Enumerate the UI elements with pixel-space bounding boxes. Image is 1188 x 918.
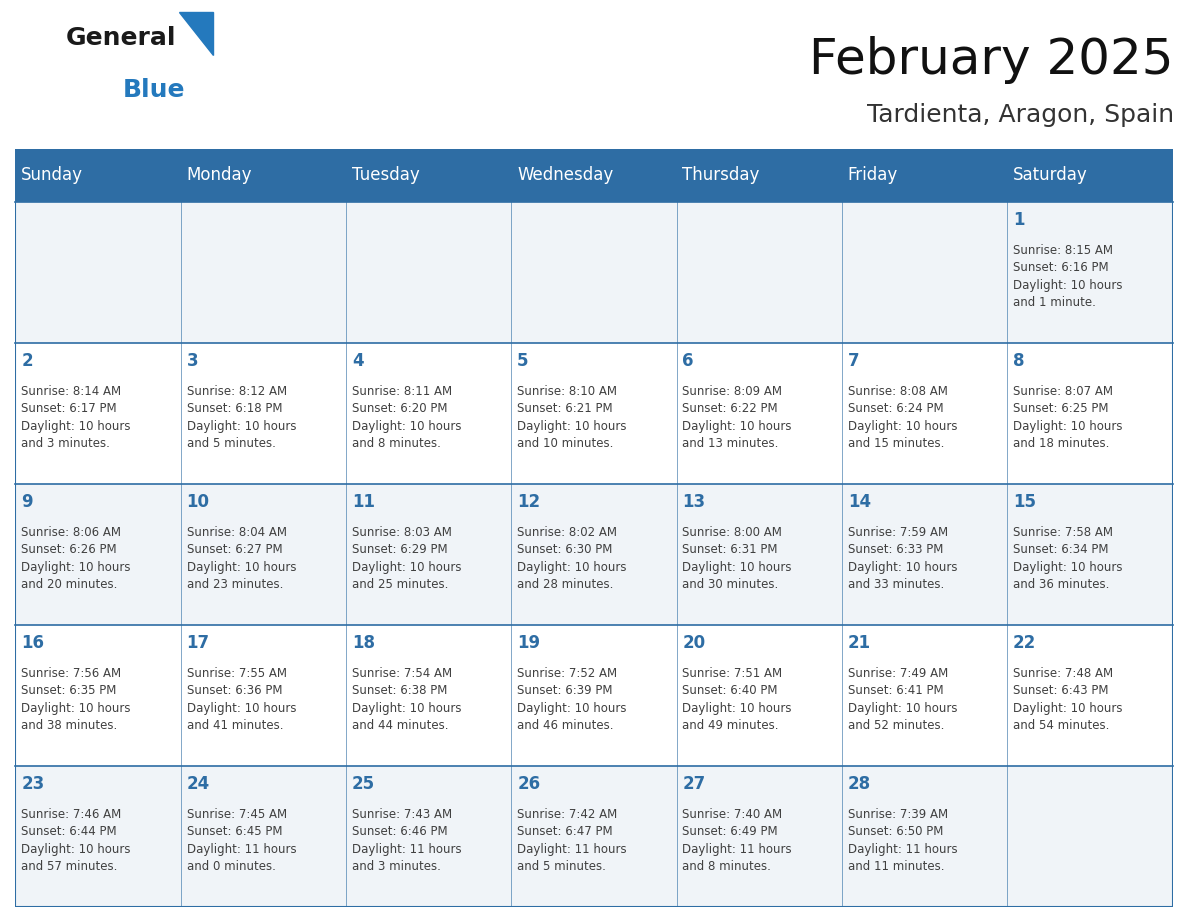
Text: 16: 16 bbox=[21, 634, 44, 652]
Text: 24: 24 bbox=[187, 775, 210, 793]
Text: 6: 6 bbox=[682, 353, 694, 370]
Text: 22: 22 bbox=[1013, 634, 1036, 652]
Text: Sunrise: 7:40 AM
Sunset: 6:49 PM
Daylight: 11 hours
and 8 minutes.: Sunrise: 7:40 AM Sunset: 6:49 PM Dayligh… bbox=[682, 808, 792, 873]
Text: 26: 26 bbox=[517, 775, 541, 793]
Bar bbox=[15, 343, 1173, 484]
Text: Sunrise: 7:51 AM
Sunset: 6:40 PM
Daylight: 10 hours
and 49 minutes.: Sunrise: 7:51 AM Sunset: 6:40 PM Dayligh… bbox=[682, 666, 792, 733]
Bar bbox=[15, 625, 1173, 766]
Text: Sunrise: 8:02 AM
Sunset: 6:30 PM
Daylight: 10 hours
and 28 minutes.: Sunrise: 8:02 AM Sunset: 6:30 PM Dayligh… bbox=[517, 526, 626, 591]
Text: 5: 5 bbox=[517, 353, 529, 370]
Text: Sunrise: 8:14 AM
Sunset: 6:17 PM
Daylight: 10 hours
and 3 minutes.: Sunrise: 8:14 AM Sunset: 6:17 PM Dayligh… bbox=[21, 385, 131, 450]
Polygon shape bbox=[179, 12, 213, 55]
Text: 28: 28 bbox=[848, 775, 871, 793]
Text: 27: 27 bbox=[682, 775, 706, 793]
Text: Sunrise: 8:00 AM
Sunset: 6:31 PM
Daylight: 10 hours
and 30 minutes.: Sunrise: 8:00 AM Sunset: 6:31 PM Dayligh… bbox=[682, 526, 792, 591]
Text: 8: 8 bbox=[1013, 353, 1024, 370]
Text: 1: 1 bbox=[1013, 211, 1024, 230]
Text: Sunrise: 7:54 AM
Sunset: 6:38 PM
Daylight: 10 hours
and 44 minutes.: Sunrise: 7:54 AM Sunset: 6:38 PM Dayligh… bbox=[352, 666, 461, 733]
Text: Tardienta, Aragon, Spain: Tardienta, Aragon, Spain bbox=[866, 103, 1174, 127]
Text: Sunrise: 7:42 AM
Sunset: 6:47 PM
Daylight: 11 hours
and 5 minutes.: Sunrise: 7:42 AM Sunset: 6:47 PM Dayligh… bbox=[517, 808, 627, 873]
Text: Sunrise: 7:56 AM
Sunset: 6:35 PM
Daylight: 10 hours
and 38 minutes.: Sunrise: 7:56 AM Sunset: 6:35 PM Dayligh… bbox=[21, 666, 131, 733]
Text: 13: 13 bbox=[682, 493, 706, 511]
Bar bbox=[15, 484, 1173, 625]
Text: Sunrise: 8:06 AM
Sunset: 6:26 PM
Daylight: 10 hours
and 20 minutes.: Sunrise: 8:06 AM Sunset: 6:26 PM Dayligh… bbox=[21, 526, 131, 591]
Text: February 2025: February 2025 bbox=[809, 36, 1174, 84]
Text: 25: 25 bbox=[352, 775, 375, 793]
Text: Sunrise: 7:59 AM
Sunset: 6:33 PM
Daylight: 10 hours
and 33 minutes.: Sunrise: 7:59 AM Sunset: 6:33 PM Dayligh… bbox=[848, 526, 958, 591]
Bar bbox=[15, 149, 1173, 202]
Text: 14: 14 bbox=[848, 493, 871, 511]
Text: Sunrise: 8:08 AM
Sunset: 6:24 PM
Daylight: 10 hours
and 15 minutes.: Sunrise: 8:08 AM Sunset: 6:24 PM Dayligh… bbox=[848, 385, 958, 450]
Text: Sunrise: 7:45 AM
Sunset: 6:45 PM
Daylight: 11 hours
and 0 minutes.: Sunrise: 7:45 AM Sunset: 6:45 PM Dayligh… bbox=[187, 808, 296, 873]
Text: Sunrise: 8:03 AM
Sunset: 6:29 PM
Daylight: 10 hours
and 25 minutes.: Sunrise: 8:03 AM Sunset: 6:29 PM Dayligh… bbox=[352, 526, 461, 591]
Text: Sunrise: 8:07 AM
Sunset: 6:25 PM
Daylight: 10 hours
and 18 minutes.: Sunrise: 8:07 AM Sunset: 6:25 PM Dayligh… bbox=[1013, 385, 1123, 450]
Text: Thursday: Thursday bbox=[682, 166, 760, 185]
Text: 15: 15 bbox=[1013, 493, 1036, 511]
Text: Blue: Blue bbox=[122, 78, 185, 102]
Text: 17: 17 bbox=[187, 634, 209, 652]
Text: 21: 21 bbox=[848, 634, 871, 652]
Text: Sunrise: 7:52 AM
Sunset: 6:39 PM
Daylight: 10 hours
and 46 minutes.: Sunrise: 7:52 AM Sunset: 6:39 PM Dayligh… bbox=[517, 666, 626, 733]
Text: 20: 20 bbox=[682, 634, 706, 652]
Text: Sunrise: 7:55 AM
Sunset: 6:36 PM
Daylight: 10 hours
and 41 minutes.: Sunrise: 7:55 AM Sunset: 6:36 PM Dayligh… bbox=[187, 666, 296, 733]
Text: Tuesday: Tuesday bbox=[352, 166, 419, 185]
Text: Sunrise: 7:39 AM
Sunset: 6:50 PM
Daylight: 11 hours
and 11 minutes.: Sunrise: 7:39 AM Sunset: 6:50 PM Dayligh… bbox=[848, 808, 958, 873]
Text: 12: 12 bbox=[517, 493, 541, 511]
Bar bbox=[15, 202, 1173, 343]
Text: 18: 18 bbox=[352, 634, 375, 652]
Text: Sunday: Sunday bbox=[21, 166, 83, 185]
Text: Sunrise: 7:49 AM
Sunset: 6:41 PM
Daylight: 10 hours
and 52 minutes.: Sunrise: 7:49 AM Sunset: 6:41 PM Dayligh… bbox=[848, 666, 958, 733]
Text: Wednesday: Wednesday bbox=[517, 166, 613, 185]
Text: Sunrise: 8:11 AM
Sunset: 6:20 PM
Daylight: 10 hours
and 8 minutes.: Sunrise: 8:11 AM Sunset: 6:20 PM Dayligh… bbox=[352, 385, 461, 450]
Text: Friday: Friday bbox=[848, 166, 898, 185]
Text: Sunrise: 8:12 AM
Sunset: 6:18 PM
Daylight: 10 hours
and 5 minutes.: Sunrise: 8:12 AM Sunset: 6:18 PM Dayligh… bbox=[187, 385, 296, 450]
Text: 4: 4 bbox=[352, 353, 364, 370]
Text: 10: 10 bbox=[187, 493, 209, 511]
Text: Sunrise: 8:09 AM
Sunset: 6:22 PM
Daylight: 10 hours
and 13 minutes.: Sunrise: 8:09 AM Sunset: 6:22 PM Dayligh… bbox=[682, 385, 792, 450]
Text: 9: 9 bbox=[21, 493, 33, 511]
Text: Sunrise: 7:43 AM
Sunset: 6:46 PM
Daylight: 11 hours
and 3 minutes.: Sunrise: 7:43 AM Sunset: 6:46 PM Dayligh… bbox=[352, 808, 461, 873]
Text: 11: 11 bbox=[352, 493, 375, 511]
Text: Sunrise: 7:48 AM
Sunset: 6:43 PM
Daylight: 10 hours
and 54 minutes.: Sunrise: 7:48 AM Sunset: 6:43 PM Dayligh… bbox=[1013, 666, 1123, 733]
Text: 3: 3 bbox=[187, 353, 198, 370]
Text: 2: 2 bbox=[21, 353, 33, 370]
Text: Sunrise: 8:04 AM
Sunset: 6:27 PM
Daylight: 10 hours
and 23 minutes.: Sunrise: 8:04 AM Sunset: 6:27 PM Dayligh… bbox=[187, 526, 296, 591]
Bar bbox=[15, 766, 1173, 907]
Text: General: General bbox=[65, 27, 176, 50]
Text: Sunrise: 7:46 AM
Sunset: 6:44 PM
Daylight: 10 hours
and 57 minutes.: Sunrise: 7:46 AM Sunset: 6:44 PM Dayligh… bbox=[21, 808, 131, 873]
Text: 19: 19 bbox=[517, 634, 541, 652]
Text: Saturday: Saturday bbox=[1013, 166, 1088, 185]
Text: 7: 7 bbox=[848, 353, 859, 370]
Text: 23: 23 bbox=[21, 775, 44, 793]
Text: Sunrise: 8:10 AM
Sunset: 6:21 PM
Daylight: 10 hours
and 10 minutes.: Sunrise: 8:10 AM Sunset: 6:21 PM Dayligh… bbox=[517, 385, 626, 450]
Text: Monday: Monday bbox=[187, 166, 252, 185]
Text: Sunrise: 7:58 AM
Sunset: 6:34 PM
Daylight: 10 hours
and 36 minutes.: Sunrise: 7:58 AM Sunset: 6:34 PM Dayligh… bbox=[1013, 526, 1123, 591]
Text: Sunrise: 8:15 AM
Sunset: 6:16 PM
Daylight: 10 hours
and 1 minute.: Sunrise: 8:15 AM Sunset: 6:16 PM Dayligh… bbox=[1013, 243, 1123, 309]
